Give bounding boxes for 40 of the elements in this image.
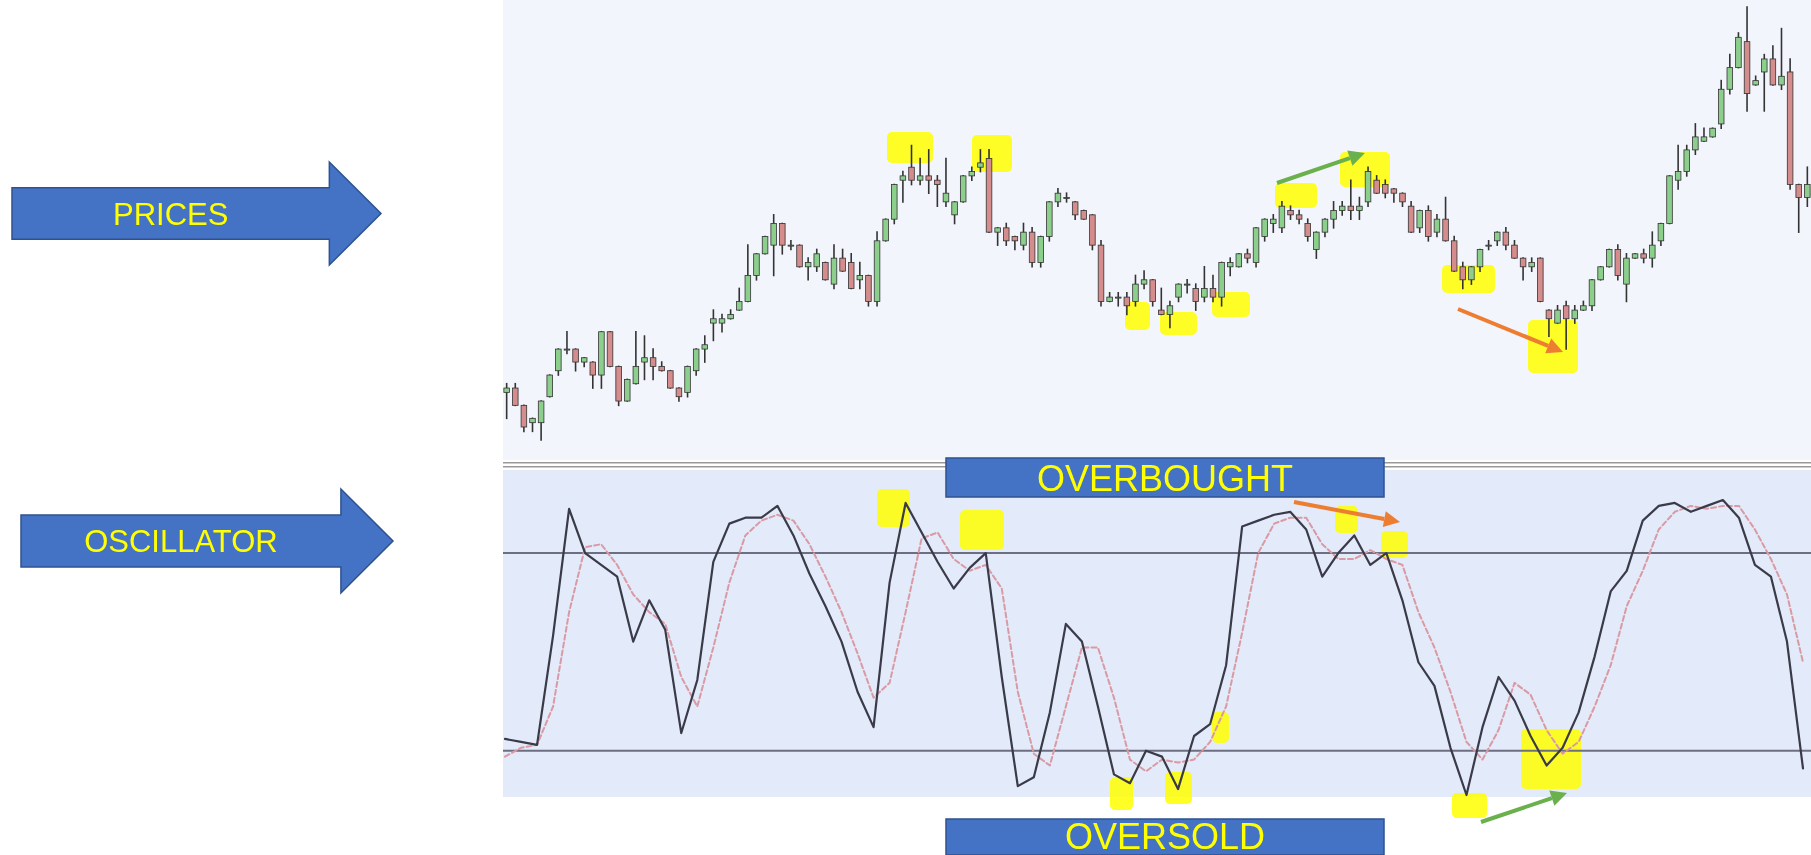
- candlestick: [942, 157, 950, 207]
- candlestick: [1132, 274, 1139, 307]
- candlestick: [796, 244, 803, 268]
- candlestick: [934, 175, 941, 207]
- candlestick: [1020, 222, 1027, 251]
- candlestick: [839, 248, 846, 272]
- candlestick: [1545, 309, 1553, 337]
- candlestick: [1209, 274, 1217, 303]
- candlestick: [753, 253, 760, 281]
- text: OSCILLATOR: [84, 524, 278, 559]
- text: OVERSOLD: [1064, 816, 1266, 855]
- candlestick: [1649, 231, 1656, 268]
- candlestick: [951, 201, 958, 225]
- candlestick: [555, 348, 562, 376]
- candlestick: [1778, 27, 1785, 91]
- candlestick: [1201, 266, 1208, 303]
- candlestick: [908, 144, 915, 186]
- candlestick: [1330, 201, 1337, 229]
- candlestick: [537, 400, 545, 441]
- candlestick: [899, 170, 907, 203]
- text: OVERBOUGHT: [1036, 458, 1294, 499]
- candlestick: [1442, 196, 1449, 242]
- candlestick: [1476, 248, 1484, 272]
- candlestick: [641, 335, 648, 381]
- candlestick: [977, 149, 984, 173]
- candlestick: [1183, 278, 1191, 294]
- candlestick: [572, 348, 579, 372]
- candlestick: [1192, 283, 1199, 311]
- candlestick: [1313, 231, 1320, 259]
- candlestick: [546, 374, 553, 398]
- candlestick: [710, 309, 717, 342]
- candlestick: [563, 330, 571, 355]
- candlestick: [1692, 123, 1699, 156]
- candlestick: [503, 382, 510, 420]
- candlestick: [1356, 196, 1363, 220]
- text: PRICES: [112, 196, 229, 232]
- candlestick: [718, 313, 726, 333]
- candlestick: [1657, 222, 1665, 246]
- candlestick: [1804, 166, 1811, 207]
- candlestick: [1304, 218, 1311, 242]
